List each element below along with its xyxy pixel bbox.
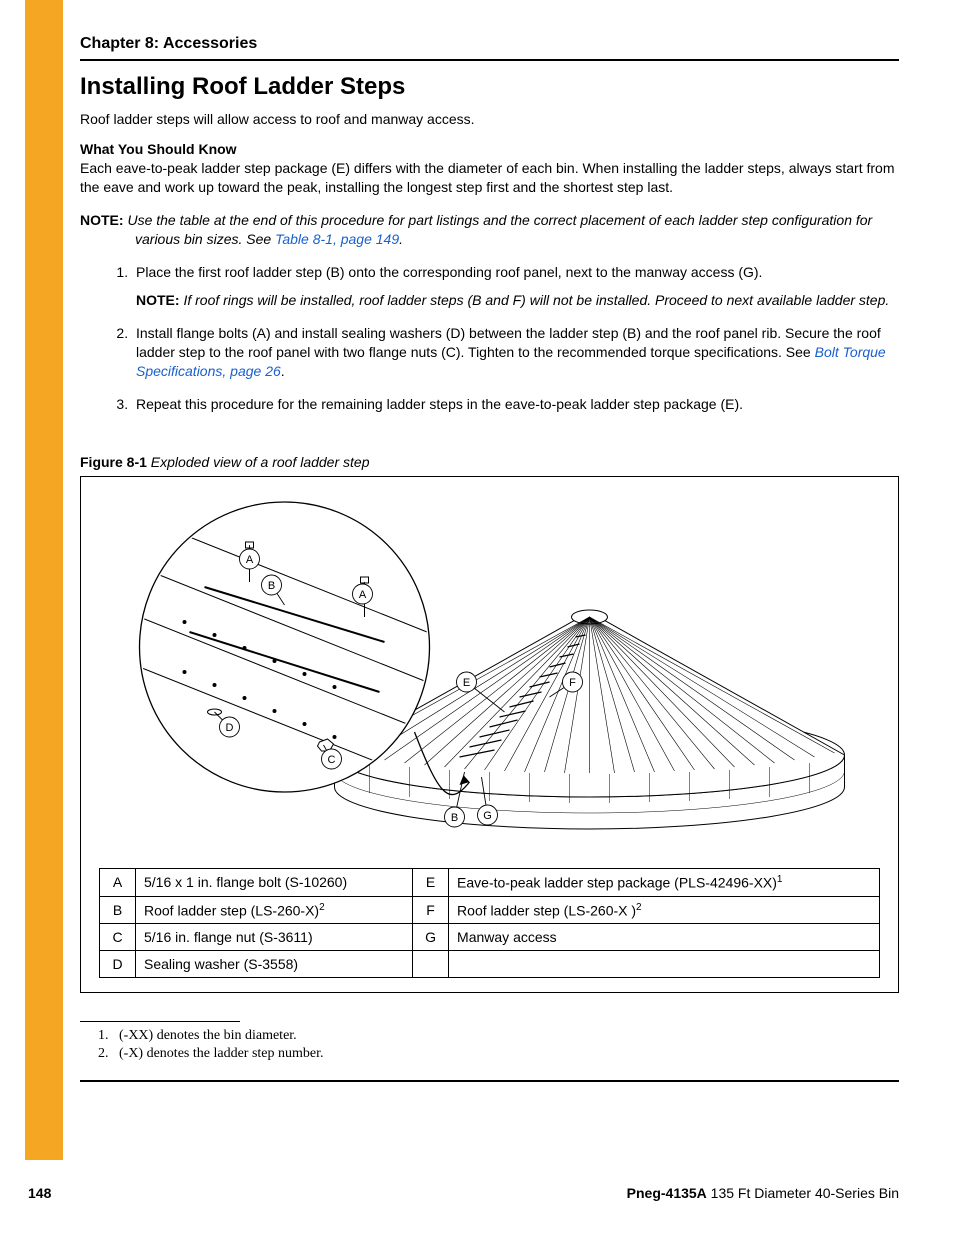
svg-text:C: C <box>328 754 336 766</box>
page-number: 148 <box>0 1185 51 1201</box>
desc-D: Sealing washer (S-3558) <box>136 951 413 978</box>
desc-B: Roof ladder step (LS-260-X)2 <box>136 896 413 924</box>
desc-A: 5/16 x 1 in. flange bolt (S-10260) <box>136 868 413 896</box>
table-link[interactable]: Table 8-1, page 149 <box>275 231 399 247</box>
svg-text:E: E <box>463 677 470 689</box>
intro-text: Roof ladder steps will allow access to r… <box>80 111 899 127</box>
note-label: NOTE: <box>80 212 124 228</box>
subheading: What You Should Know <box>80 141 899 157</box>
desc-C: 5/16 in. flange nut (S-3611) <box>136 924 413 951</box>
footnote-1: 1. (-XX) denotes the bin diameter. <box>80 1028 899 1044</box>
svg-text:A: A <box>246 554 254 566</box>
desc-E: Eave-to-peak ladder step package (PLS-42… <box>449 868 880 896</box>
chapter-heading: Chapter 8: Accessories <box>80 35 899 61</box>
sidebar-accent <box>25 0 63 1160</box>
footer-rule <box>80 1080 899 1082</box>
step2-text-a: Install flange bolts (A) and install sea… <box>136 325 881 360</box>
step1-note-text: If roof rings will be installed, roof la… <box>183 292 889 308</box>
step1-note: NOTE: If roof rings will be installed, r… <box>136 291 899 310</box>
svg-text:D: D <box>226 722 234 734</box>
key-empty <box>413 951 449 978</box>
key-E: E <box>413 868 449 896</box>
figure-title: Exploded view of a roof ladder step <box>151 454 370 470</box>
key-D: D <box>100 951 136 978</box>
desc-empty <box>449 951 880 978</box>
footnote-2: 2. (-X) denotes the ladder step number. <box>80 1046 899 1062</box>
svg-text:F: F <box>569 677 576 689</box>
svg-text:G: G <box>483 810 492 822</box>
key-C: C <box>100 924 136 951</box>
step1-text: Place the first roof ladder step (B) ont… <box>136 264 762 280</box>
table-row: A 5/16 x 1 in. flange bolt (S-10260) E E… <box>100 868 880 896</box>
figure-box: A A B D C E F <box>80 476 899 993</box>
step-2: Install flange bolts (A) and install sea… <box>132 324 899 381</box>
key-A: A <box>100 868 136 896</box>
svg-text:A: A <box>359 589 367 601</box>
figure-number: Figure 8-1 <box>80 454 147 470</box>
top-note: NOTE: Use the table at the end of this p… <box>80 211 899 249</box>
note-text-b: . <box>399 231 403 247</box>
key-F: F <box>413 896 449 924</box>
exploded-view-diagram: A A B D C E F <box>99 487 880 857</box>
footnotes: 1. (-XX) denotes the bin diameter. 2. (-… <box>80 1028 899 1062</box>
parts-table: A 5/16 x 1 in. flange bolt (S-10260) E E… <box>99 868 880 978</box>
step-1: Place the first roof ladder step (B) ont… <box>132 263 899 311</box>
steps-list: Place the first roof ladder step (B) ont… <box>80 263 899 414</box>
document-id: Pneg-4135A 135 Ft Diameter 40-Series Bin <box>627 1185 899 1201</box>
step-3: Repeat this procedure for the remaining … <box>132 395 899 414</box>
footnote-rule <box>80 1021 240 1022</box>
table-row: D Sealing washer (S-3558) <box>100 951 880 978</box>
table-row: B Roof ladder step (LS-260-X)2 F Roof la… <box>100 896 880 924</box>
key-B: B <box>100 896 136 924</box>
figure-caption: Figure 8-1 Exploded view of a roof ladde… <box>80 454 899 470</box>
page-content: Chapter 8: Accessories Installing Roof L… <box>80 35 899 1082</box>
table-row: C 5/16 in. flange nut (S-3611) G Manway … <box>100 924 880 951</box>
svg-text:B: B <box>451 812 458 824</box>
page-footer: 148 Pneg-4135A 135 Ft Diameter 40-Series… <box>0 1185 899 1201</box>
desc-G: Manway access <box>449 924 880 951</box>
step2-text-b: . <box>281 363 285 379</box>
desc-F: Roof ladder step (LS-260-X )2 <box>449 896 880 924</box>
key-G: G <box>413 924 449 951</box>
note-label: NOTE: <box>136 292 180 308</box>
svg-text:B: B <box>268 580 275 592</box>
page-title: Installing Roof Ladder Steps <box>80 73 899 101</box>
note-text-a: Use the table at the end of this procedu… <box>127 212 872 247</box>
subhead-paragraph: Each eave-to-peak ladder step package (E… <box>80 159 899 197</box>
